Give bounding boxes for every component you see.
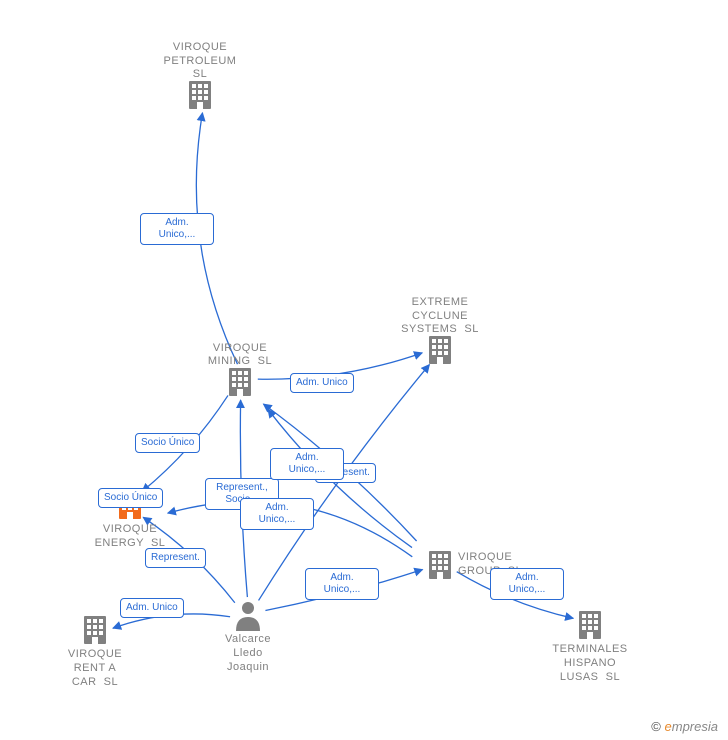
edge-label: Adm. Unico (290, 373, 354, 393)
diagram-canvas (0, 0, 728, 740)
edge-label: Adm. Unico (120, 598, 184, 618)
edge-label: Adm. Unico,... (305, 568, 379, 600)
node-label: VIROQUE ENERGY SL (75, 523, 185, 551)
brand-first-letter: e (665, 719, 672, 734)
node-rentacar[interactable]: VIROQUE RENT A CAR SL (81, 614, 109, 651)
edge-label: Socio Único (98, 488, 163, 508)
watermark: © empresia (651, 719, 718, 734)
edge-label: Adm. Unico,... (490, 568, 564, 600)
building-icon (426, 568, 454, 585)
edge-label: Adm. Unico,... (140, 213, 214, 245)
node-valcarce[interactable]: Valcarce Lledo Joaquin (234, 599, 262, 636)
node-label: VIROQUE MINING SL (185, 342, 295, 370)
node-label: TERMINALES HISPANO LUSAS SL (535, 643, 645, 684)
edge-label: Represent. (145, 548, 206, 568)
node-label: VIROQUE RENT A CAR SL (40, 648, 150, 689)
edge-label: Adm. Unico,... (270, 448, 344, 480)
node-label: VIROQUE PETROLEUM SL (145, 41, 255, 82)
node-group[interactable]: VIROQUE GROUP SL (426, 549, 454, 586)
building-icon (226, 385, 254, 402)
node-terminales[interactable]: TERMINALES HISPANO LUSAS SL (576, 609, 604, 646)
node-mining[interactable]: VIROQUE MINING SL (226, 366, 254, 403)
edge-label: Adm. Unico,... (240, 498, 314, 530)
building-icon (186, 98, 214, 115)
building-icon (426, 353, 454, 370)
brand-rest: mpresia (672, 719, 718, 734)
node-petroleum[interactable]: VIROQUE PETROLEUM SL (186, 79, 214, 116)
node-label: Valcarce Lledo Joaquin (193, 633, 303, 674)
node-extreme[interactable]: EXTREME CYCLUNE SYSTEMS SL (426, 334, 454, 371)
node-label: EXTREME CYCLUNE SYSTEMS SL (385, 296, 495, 337)
edge-label: Socio Único (135, 433, 200, 453)
copyright-symbol: © (651, 719, 661, 734)
